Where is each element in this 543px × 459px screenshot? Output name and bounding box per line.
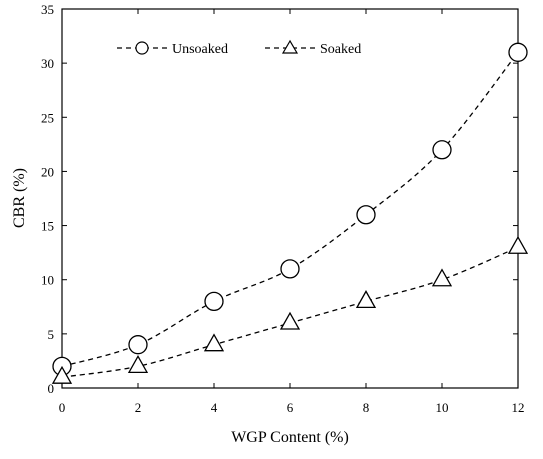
x-tick-label: 12 bbox=[512, 400, 525, 415]
x-axis-title: WGP Content (%) bbox=[231, 429, 349, 446]
data-point-soaked bbox=[203, 333, 225, 352]
y-tick-label: 10 bbox=[41, 273, 54, 288]
series-soaked bbox=[51, 235, 529, 384]
legend-unsoaked-label: Unsoaked bbox=[172, 42, 228, 57]
y-tick-label: 0 bbox=[48, 381, 55, 396]
data-point-soaked bbox=[51, 365, 73, 384]
data-point-unsoaked bbox=[356, 205, 376, 225]
x-tick-label: 4 bbox=[211, 400, 218, 415]
y-axis-ticks: 0 5 10 15 20 25 30 35 bbox=[41, 2, 518, 396]
y-axis-title: CBR (%) bbox=[11, 168, 28, 228]
y-tick-label: 5 bbox=[48, 327, 55, 342]
data-point-unsoaked bbox=[280, 259, 300, 279]
series-layer bbox=[51, 42, 529, 384]
data-point-soaked bbox=[127, 355, 149, 373]
data-point-soaked bbox=[431, 268, 453, 287]
y-tick-label: 25 bbox=[41, 110, 54, 125]
data-point-unsoaked bbox=[204, 291, 224, 312]
legend-soaked-label: Soaked bbox=[320, 42, 361, 57]
x-tick-label: 2 bbox=[135, 400, 142, 415]
y-tick-label: 15 bbox=[41, 219, 54, 234]
data-point-soaked bbox=[507, 235, 529, 254]
x-axis-ticks: 0 2 4 6 8 10 12 bbox=[59, 9, 525, 415]
data-point-unsoaked bbox=[508, 42, 528, 62]
data-point-unsoaked bbox=[432, 140, 452, 160]
x-tick-label: 6 bbox=[287, 400, 294, 415]
x-tick-label: 10 bbox=[436, 400, 449, 415]
y-tick-label: 35 bbox=[41, 2, 54, 17]
y-tick-label: 30 bbox=[41, 56, 54, 71]
x-tick-label: 8 bbox=[363, 400, 370, 415]
series-unsoaked bbox=[52, 42, 528, 376]
data-point-soaked bbox=[279, 311, 301, 330]
y-tick-label: 20 bbox=[41, 164, 54, 179]
x-tick-label: 0 bbox=[59, 400, 66, 415]
plot-frame bbox=[61, 8, 519, 389]
data-point-unsoaked bbox=[128, 335, 148, 355]
legend: Unsoaked Soaked bbox=[117, 39, 361, 57]
legend-unsoaked-marker bbox=[135, 41, 149, 55]
data-point-soaked bbox=[355, 290, 377, 309]
legend-soaked-marker bbox=[281, 39, 299, 54]
